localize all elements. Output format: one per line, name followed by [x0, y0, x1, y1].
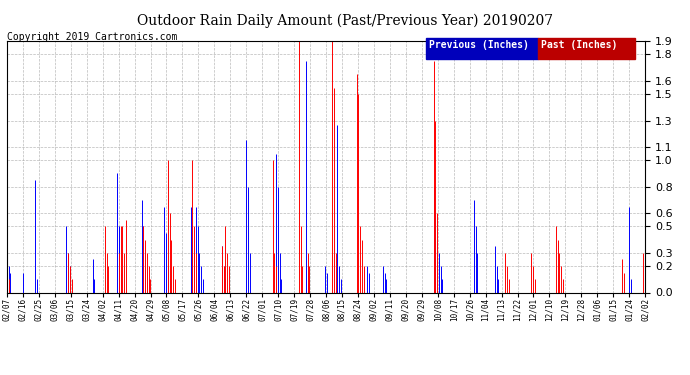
Text: Past (Inches): Past (Inches) — [541, 40, 618, 50]
Text: Copyright 2019 Cartronics.com: Copyright 2019 Cartronics.com — [7, 32, 177, 42]
Text: Outdoor Rain Daily Amount (Past/Previous Year) 20190207: Outdoor Rain Daily Amount (Past/Previous… — [137, 13, 553, 27]
Text: Previous (Inches): Previous (Inches) — [429, 40, 529, 50]
